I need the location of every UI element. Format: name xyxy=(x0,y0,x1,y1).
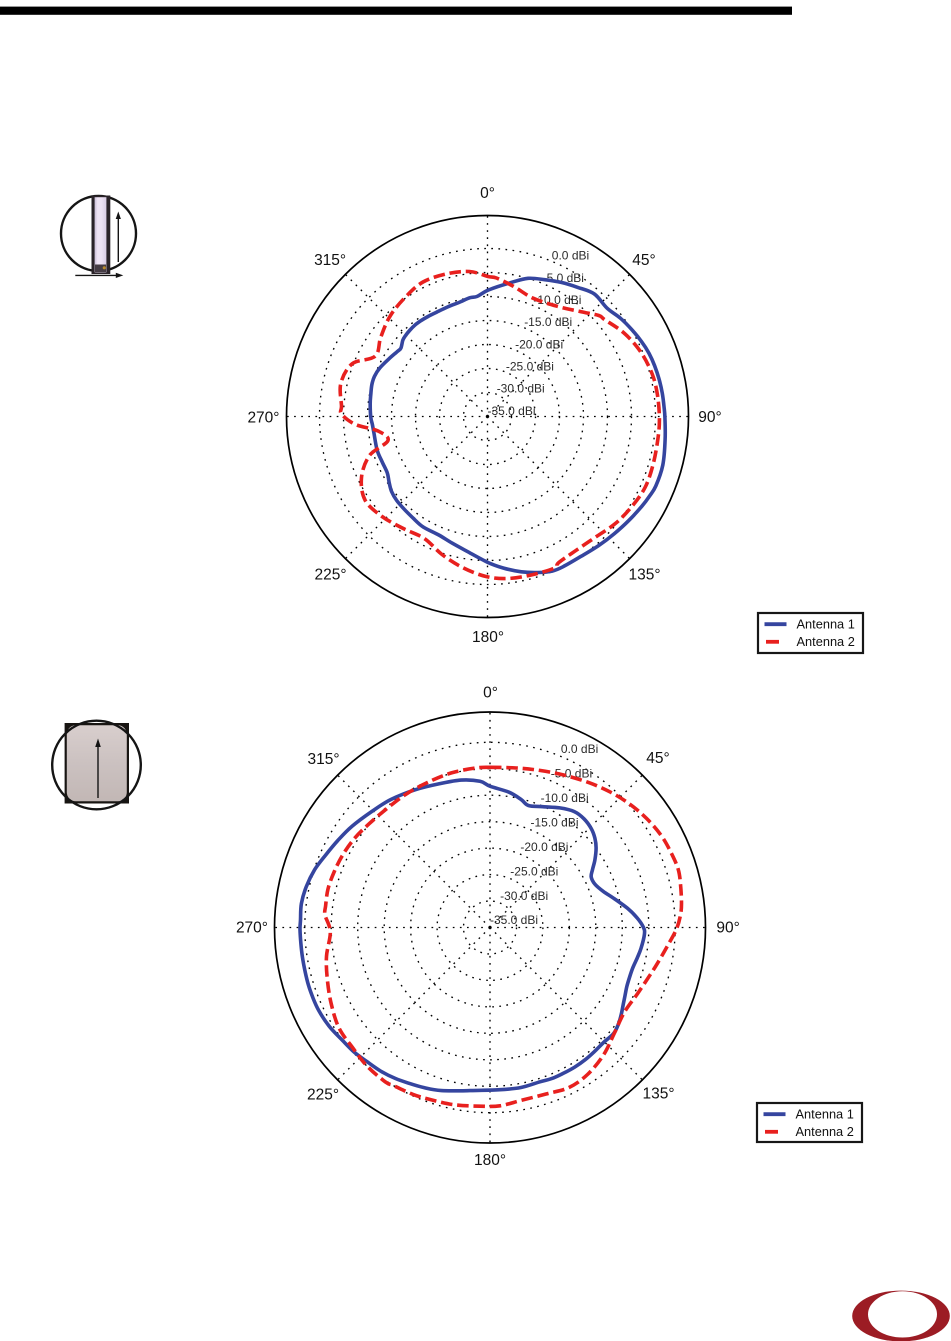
svg-text:-20.0 dBi: -20.0 dBi xyxy=(520,840,568,854)
svg-text:Antenna 1: Antenna 1 xyxy=(796,1107,854,1122)
svg-text:90°: 90° xyxy=(716,919,739,936)
svg-text:-30.0 dBi: -30.0 dBi xyxy=(500,889,548,903)
svg-text:135°: 135° xyxy=(628,566,660,583)
svg-text:Antenna 2: Antenna 2 xyxy=(796,1124,854,1139)
svg-text:-5.0 dBi: -5.0 dBi xyxy=(551,766,592,780)
svg-text:180°: 180° xyxy=(474,1152,506,1169)
svg-text:Antenna 1: Antenna 1 xyxy=(797,617,855,632)
svg-text:-35.0 dBi: -35.0 dBi xyxy=(490,913,538,927)
svg-text:-35.0 dBi: -35.0 dBi xyxy=(488,404,536,418)
svg-text:-15.0 dBi: -15.0 dBi xyxy=(524,315,572,329)
svg-text:-10.0 dBi: -10.0 dBi xyxy=(541,791,589,805)
svg-text:-20.0 dBi: -20.0 dBi xyxy=(515,337,563,351)
svg-text:0°: 0° xyxy=(480,185,495,202)
svg-text:135°: 135° xyxy=(642,1086,674,1103)
svg-text:-10.0 dBi: -10.0 dBi xyxy=(533,293,581,307)
svg-text:-15.0 dBi: -15.0 dBi xyxy=(531,815,579,829)
svg-text:0.0 dBi: 0.0 dBi xyxy=(561,742,598,756)
svg-text:-25.0 dBi: -25.0 dBi xyxy=(506,360,554,374)
svg-text:180°: 180° xyxy=(472,629,504,646)
svg-text:-25.0 dBi: -25.0 dBi xyxy=(510,864,558,878)
svg-text:315°: 315° xyxy=(307,751,339,768)
svg-text:45°: 45° xyxy=(632,252,655,269)
svg-text:90°: 90° xyxy=(698,409,721,426)
svg-text:45°: 45° xyxy=(646,750,669,767)
svg-text:-30.0 dBi: -30.0 dBi xyxy=(497,382,545,396)
svg-text:270°: 270° xyxy=(247,410,279,427)
svg-text:225°: 225° xyxy=(314,566,346,583)
svg-text:0°: 0° xyxy=(483,685,498,702)
svg-text:270°: 270° xyxy=(236,920,268,937)
svg-text:225°: 225° xyxy=(307,1087,339,1104)
svg-text:Antenna 2: Antenna 2 xyxy=(797,634,855,649)
svg-text:0.0 dBi: 0.0 dBi xyxy=(552,249,589,263)
svg-text:315°: 315° xyxy=(314,252,346,269)
